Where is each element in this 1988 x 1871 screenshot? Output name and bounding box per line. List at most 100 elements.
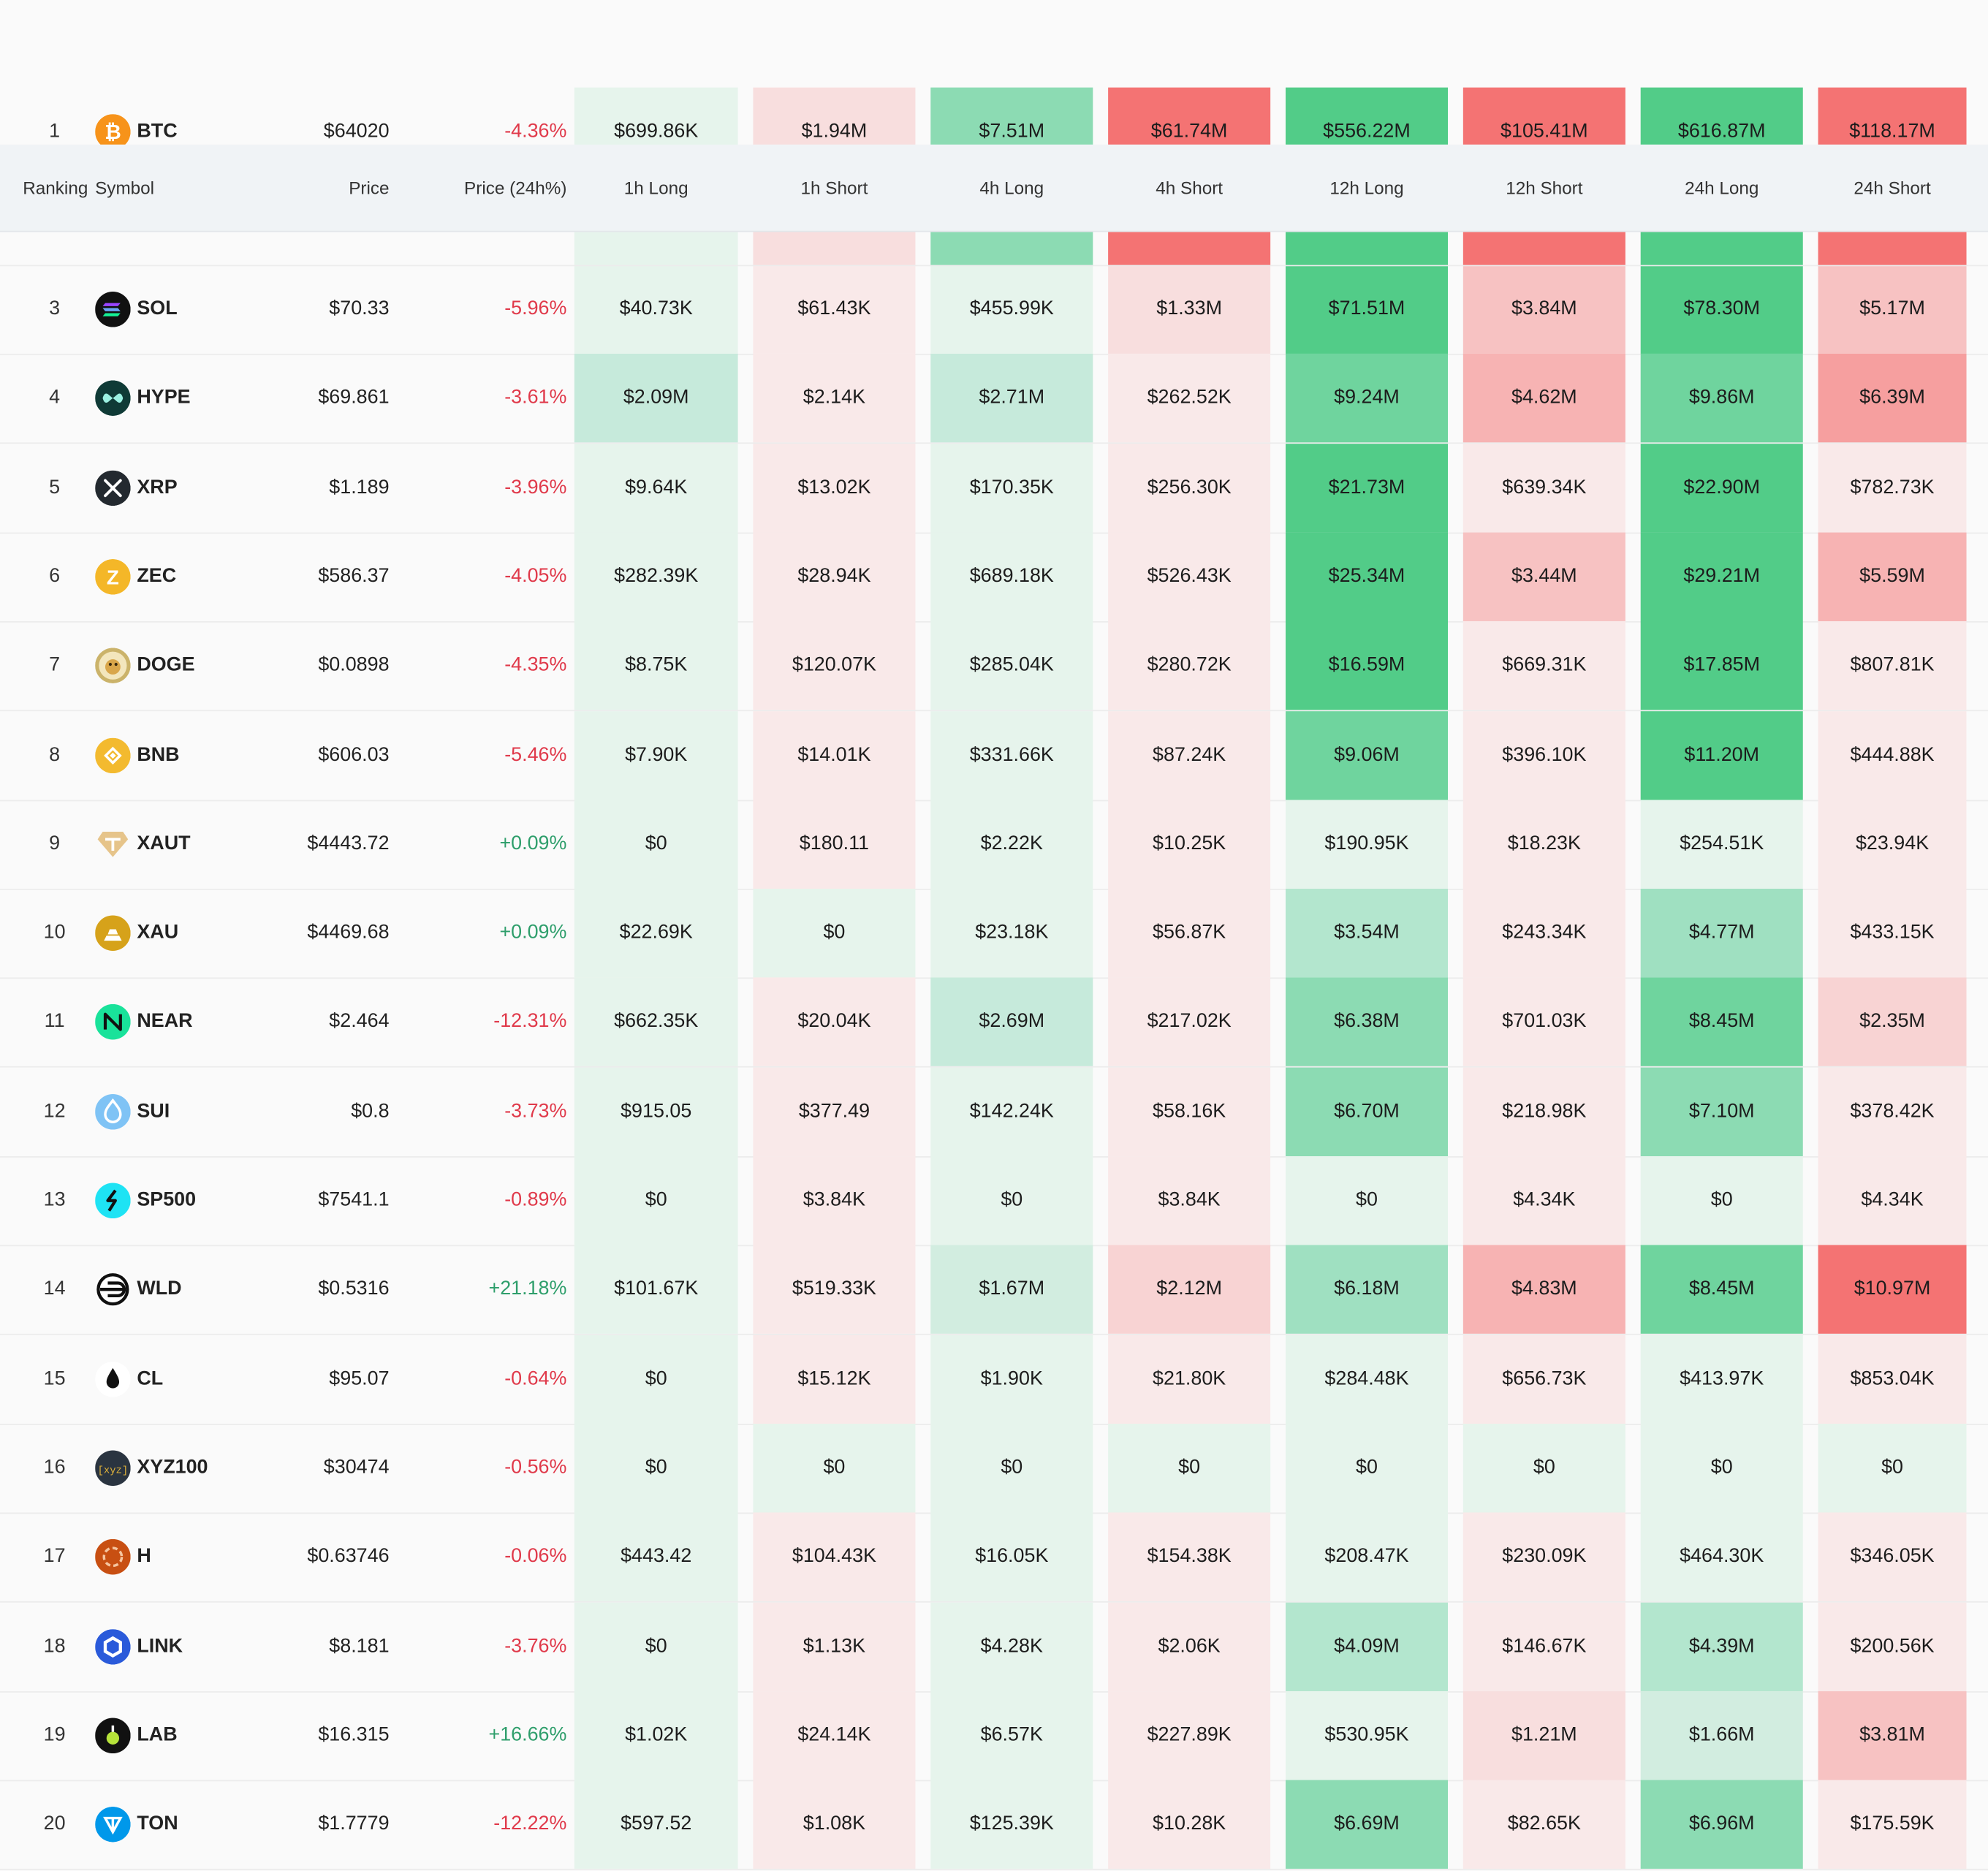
12h-long-cell: $9.24M xyxy=(1285,354,1449,443)
symbol-label[interactable]: H xyxy=(137,1545,151,1568)
table-row[interactable]: $282.39K $28.94K $689.18K $526.43K $25.34M $3… xyxy=(0,532,1988,621)
table-row[interactable]: $22.69K $0 $23.18K $56.87K $3.54M $243.34K $4.… xyxy=(0,889,1988,978)
rank-number: 15 xyxy=(43,1367,66,1389)
symbol-label[interactable]: WLD xyxy=(137,1278,182,1300)
table-row[interactable]: $101.67K $519.33K $1.67M $2.12M $6.18M $4.83M… xyxy=(0,1245,1988,1335)
gold-bars-icon xyxy=(95,915,131,952)
24h-short-cell: $433.15K xyxy=(1818,889,1967,978)
symbol-label[interactable]: HYPE xyxy=(137,387,191,409)
price-change: -4.05% xyxy=(504,565,567,587)
col-header-ranking[interactable]: Ranking xyxy=(23,177,88,198)
1h-short-cell: $2.14K xyxy=(753,354,916,443)
symbol-label[interactable]: TON xyxy=(137,1813,178,1835)
price-value: $7541.1 xyxy=(318,1189,390,1211)
partial-cell xyxy=(1108,230,1271,265)
table-row[interactable]: $662.35K $20.04K $2.69M $217.02K $6.38M $701.… xyxy=(0,978,1988,1067)
symbol-label[interactable]: NEAR xyxy=(137,1011,193,1033)
table-row[interactable]: $0 $0 $0 $0 $0 $0 $0 $0 16 [xyz] XYZ100 $30474 -0.56… xyxy=(0,1423,1988,1513)
symbol-label[interactable]: SOL xyxy=(137,297,178,320)
col-header-4h-short[interactable]: 4h Short xyxy=(1156,177,1223,198)
price-change: -3.73% xyxy=(504,1100,567,1122)
price-change: -0.89% xyxy=(504,1189,567,1211)
svg-text:₿: ₿ xyxy=(105,121,121,143)
12h-short-cell: $701.03K xyxy=(1462,978,1625,1067)
24h-short-cell: $5.59M xyxy=(1818,532,1967,621)
1h-short-cell: $61.43K xyxy=(753,265,916,354)
col-header-24h-short[interactable]: 24h Short xyxy=(1854,177,1931,198)
price-value: $0.8 xyxy=(351,1100,390,1122)
4h-long-cell: $23.18K xyxy=(930,889,1093,978)
price-value: $4443.72 xyxy=(307,832,390,854)
col-header-symbol[interactable]: Symbol xyxy=(95,177,155,198)
row-divider xyxy=(0,1869,1988,1870)
table-row[interactable]: $40.73K $61.43K $455.99K $1.33M $71.51M $3.84… xyxy=(0,265,1988,354)
table-row[interactable]: $1.02K $24.14K $6.57K $227.89K $530.95K $1.21… xyxy=(0,1690,1988,1780)
12h-long-cell: $6.38M xyxy=(1285,978,1449,1067)
4h-short-cell: $154.38K xyxy=(1108,1512,1271,1602)
symbol-label[interactable]: BTC xyxy=(137,120,178,143)
24h-short-cell: $23.94K xyxy=(1818,800,1967,889)
table-row[interactable]: $0 $15.12K $1.90K $21.80K $284.48K $656.73K $4… xyxy=(0,1334,1988,1424)
4h-short-cell: $1.33M xyxy=(1108,265,1271,354)
zcash-icon: Z xyxy=(95,558,131,595)
price-value: $69.861 xyxy=(318,387,390,409)
table-row[interactable]: $8.75K $120.07K $285.04K $280.72K $16.59M $66… xyxy=(0,621,1988,710)
12h-short-cell: $243.34K xyxy=(1462,889,1625,978)
12h-short-cell: $82.65K xyxy=(1462,1780,1625,1870)
rank-number: 7 xyxy=(49,654,61,676)
symbol-label[interactable]: CL xyxy=(137,1367,164,1389)
symbol-label[interactable]: XAUT xyxy=(137,832,191,854)
table-row[interactable]: $7.90K $14.01K $331.66K $87.24K $9.06M $396.1… xyxy=(0,710,1988,800)
4h-long-cell: $285.04K xyxy=(930,621,1093,710)
col-header-price[interactable]: Price xyxy=(349,177,390,198)
symbol-label[interactable]: DOGE xyxy=(137,654,195,676)
partial-cell xyxy=(1462,230,1625,265)
symbol-label[interactable]: LAB xyxy=(137,1723,178,1746)
24h-long-cell: $22.90M xyxy=(1640,443,1803,532)
table-row[interactable]: $597.52 $1.08K $125.39K $10.28K $6.69M $82.65… xyxy=(0,1780,1988,1870)
price-value: $70.33 xyxy=(329,297,390,320)
col-header-24h-long[interactable]: 24h Long xyxy=(1685,177,1759,198)
1h-long-cell: $1.02K xyxy=(574,1690,738,1780)
rank-number: 8 xyxy=(49,743,61,765)
table-row[interactable]: $9.64K $13.02K $170.35K $256.30K $21.73M $639… xyxy=(0,443,1988,532)
table-row[interactable]: $2.09M $2.14K $2.71M $262.52K $9.24M $4.62M $9… xyxy=(0,354,1988,443)
table-row[interactable]: $0 $180.11 $2.22K $10.25K $190.95K $18.23K $25… xyxy=(0,800,1988,889)
symbol-label[interactable]: XYZ100 xyxy=(137,1456,208,1479)
table-row-partial xyxy=(0,230,1988,267)
12h-short-cell: $669.31K xyxy=(1462,621,1625,710)
humanity-icon xyxy=(95,1539,131,1575)
symbol-label[interactable]: BNB xyxy=(137,743,180,765)
price-change: +0.09% xyxy=(499,832,567,854)
symbol-label[interactable]: SP500 xyxy=(137,1189,197,1211)
24h-long-cell: $9.86M xyxy=(1640,354,1803,443)
table-row[interactable]: $0 $1.13K $4.28K $2.06K $4.09M $146.67K $4.39M… xyxy=(0,1601,1988,1691)
symbol-label[interactable]: SUI xyxy=(137,1100,170,1122)
symbol-label[interactable]: XAU xyxy=(137,922,179,944)
24h-long-cell: $4.39M xyxy=(1640,1601,1803,1691)
symbol-label[interactable]: ZEC xyxy=(137,565,177,587)
col-header-4h-long[interactable]: 4h Long xyxy=(979,177,1044,198)
col-header-1h-long[interactable]: 1h Long xyxy=(623,177,688,198)
col-header-change[interactable]: Price (24h%) xyxy=(464,177,567,198)
col-header-12h-long[interactable]: 12h Long xyxy=(1329,177,1404,198)
price-change: -3.96% xyxy=(504,476,567,498)
bnb-icon xyxy=(95,737,131,773)
rank-number: 10 xyxy=(43,922,66,944)
rank-number: 3 xyxy=(49,297,61,320)
symbol-label[interactable]: LINK xyxy=(137,1634,183,1657)
table-row[interactable]: $443.42 $104.43K $16.05K $154.38K $208.47K $2… xyxy=(0,1512,1988,1602)
price-change: -0.06% xyxy=(504,1545,567,1568)
12h-short-cell: $4.83M xyxy=(1462,1245,1625,1335)
price-value: $2.464 xyxy=(329,1011,390,1033)
symbol-label[interactable]: XRP xyxy=(137,476,178,498)
1h-short-cell: $13.02K xyxy=(753,443,916,532)
1h-short-cell: $24.14K xyxy=(753,1690,916,1780)
table-row[interactable]: $915.05 $377.49 $142.24K $58.16K $6.70M $218.… xyxy=(0,1067,1988,1156)
price-value: $8.181 xyxy=(329,1634,390,1657)
1h-short-cell: $1.08K xyxy=(753,1780,916,1870)
1h-short-cell: $1.13K xyxy=(753,1601,916,1691)
table-row[interactable]: $0 $3.84K $0 $3.84K $0 $4.34K $0 $4.34K 13 SP500 $… xyxy=(0,1156,1988,1245)
col-header-1h-short[interactable]: 1h Short xyxy=(800,177,868,198)
col-header-12h-short[interactable]: 12h Short xyxy=(1506,177,1583,198)
